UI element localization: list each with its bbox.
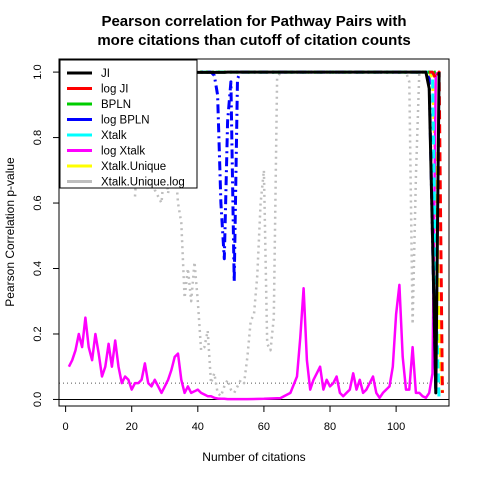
series-line-log-xtalk <box>67 72 438 401</box>
legend-label: log JI <box>101 84 129 96</box>
legend-label: BPLN <box>101 99 131 111</box>
x-axis-label: Number of citations <box>202 450 305 464</box>
x-tick-label: 100 <box>387 421 405 433</box>
series-line-log-bpln <box>187 70 438 393</box>
y-tick-label: 0.8 <box>32 130 44 145</box>
y-tick-label: 0.4 <box>32 261 44 276</box>
x-tick-label: 80 <box>324 421 336 433</box>
x-tick-label: 60 <box>258 421 270 433</box>
chart-title-line-2: more citations than cutoff of citation c… <box>97 32 410 49</box>
legend-label: Xtalk.Unique.log <box>101 177 185 189</box>
series-line-log-ji <box>429 70 444 393</box>
x-tick-label: 20 <box>126 421 138 433</box>
legend-label: log BPLN <box>101 115 150 127</box>
series-line-xtalk-unique <box>187 70 444 393</box>
x-tick-label: 40 <box>192 421 204 433</box>
series-line-ji <box>187 70 441 395</box>
legend-label: log Xtalk <box>101 146 145 158</box>
legend-label: JI <box>101 68 110 80</box>
y-tick-label: 0.6 <box>32 195 44 210</box>
y-tick-label: 0.2 <box>32 326 44 341</box>
legend: JI log JI BPLN log BPLN Xtalk log Xtalk Xtalk.… <box>59 59 198 189</box>
series-line-xtalk-unique-log <box>133 70 423 398</box>
y-axis-label: Pearson Correlation p-value <box>3 157 17 307</box>
y-tick-label: 1.0 <box>32 64 44 79</box>
legend-label: Xtalk <box>101 130 127 142</box>
chart-title-line-1: Pearson correlation for Pathway Pairs wi… <box>101 13 406 30</box>
legend-label: Xtalk.Unique <box>101 161 166 173</box>
y-tick-label: 0.0 <box>32 392 44 407</box>
x-tick-label: 0 <box>63 421 69 433</box>
